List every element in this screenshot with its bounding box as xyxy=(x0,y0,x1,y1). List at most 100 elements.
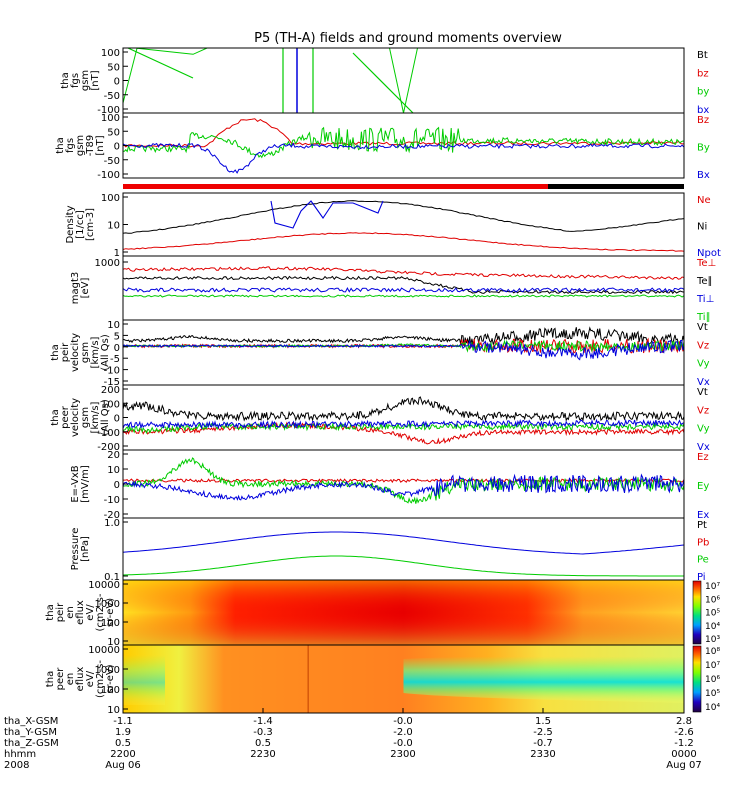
figure-title: P5 (TH-A) fields and ground moments over… xyxy=(254,31,562,46)
series-vx xyxy=(122,339,685,361)
x-tick-label: -2.5 xyxy=(533,727,553,738)
y-axis-label-line: en xyxy=(65,606,76,619)
x-tick-label: -0.0 xyxy=(393,716,413,727)
y-tick-label: -10 xyxy=(104,366,120,377)
series-ni xyxy=(122,200,685,234)
y-tick-label: 10 xyxy=(107,465,120,476)
x-tick-label: -1.2 xyxy=(674,738,694,749)
x-tick-label: -0.3 xyxy=(253,727,273,738)
y-axis-label-line: tha xyxy=(60,72,71,88)
series-ey xyxy=(122,457,685,504)
y-axis-label: thapeervelocitygsm[km/s](All Qs) xyxy=(50,398,111,437)
y-axis-label-line: eflux xyxy=(75,667,86,692)
legend-Vz: Vz xyxy=(697,340,709,351)
peir-spectrogram-shade xyxy=(123,580,684,645)
series-npot xyxy=(270,200,384,229)
y-axis-label-line: [nPa] xyxy=(80,536,91,562)
y-tick-label: 100 xyxy=(101,399,120,410)
y-axis-label: Density[1/cc][cm-3] xyxy=(65,205,96,243)
y-tick-label: -5 xyxy=(110,354,120,365)
y-tick-label: 1000 xyxy=(95,665,120,676)
series-by xyxy=(123,126,685,159)
x-row-label: hhmm xyxy=(4,749,36,760)
legend-Vy: Vy xyxy=(697,424,710,435)
y-axis-label: thafgsgsm[nT] xyxy=(60,70,101,91)
x-tick-label: 0.5 xyxy=(115,738,131,749)
mode-bar-red xyxy=(123,184,684,189)
panel-frame xyxy=(122,192,685,257)
y-tick-label: -50 xyxy=(104,91,120,102)
x-tick-label: 0.5 xyxy=(255,738,271,749)
x-tick-label: Aug 07 xyxy=(666,760,701,771)
panel-frame xyxy=(122,517,685,581)
y-tick-label: 5 xyxy=(114,331,120,342)
series-vx xyxy=(122,418,685,430)
x-axis-labels: tha_X-GSMtha_Y-GSMtha_Z-GSMhhmm2008-1.11… xyxy=(4,708,702,771)
legend-bz: bz xyxy=(697,68,709,79)
y-tick-label: 1 xyxy=(114,248,120,259)
x-tick-label: -2.6 xyxy=(674,727,694,738)
colorbar-tick-label: 10⁷ xyxy=(705,582,720,592)
y-tick-label: 1.0 xyxy=(104,518,120,529)
y-axis-label-line: peer xyxy=(60,405,71,429)
y-tick-label: 0 xyxy=(114,77,120,88)
x-tick-label: -1.1 xyxy=(113,716,133,727)
y-axis-label-line: gsm xyxy=(80,342,91,363)
legend-Ti∥: Ti∥ xyxy=(696,312,711,323)
y-axis-label-line: eV/ xyxy=(85,604,96,621)
y-axis-label-line: [cm-3] xyxy=(85,208,96,241)
legend-Pt: Pt xyxy=(697,520,707,531)
y-axis-label-line: sr-eV) xyxy=(105,664,116,693)
peer-band-left xyxy=(123,655,165,705)
legend-Pi: Pi xyxy=(697,572,706,583)
legend-Ne: Ne xyxy=(697,195,711,206)
panel-frame xyxy=(122,384,685,451)
y-tick-label: -100 xyxy=(97,428,120,439)
y-tick-label: 10 xyxy=(107,221,120,232)
y-axis-label-line: peir xyxy=(55,602,66,622)
y-axis-label-line: fgs xyxy=(70,73,81,88)
series-vt xyxy=(122,326,685,347)
y-axis-label-line: tha xyxy=(50,344,61,360)
panel-efield: 20 10 0 -10 -20 E=-VxB[mV/m] Ez Ey Ex xyxy=(70,449,709,521)
y-axis-label: thafgsgsm-T89[nT] xyxy=(55,135,106,157)
x-row-label: tha_Z-GSM xyxy=(4,738,59,749)
y-axis-label-line: tha xyxy=(45,604,56,620)
legend-Vt: Vt xyxy=(697,322,708,333)
legend-Te⊥: Te⊥ xyxy=(696,258,716,269)
y-axis-label-line: en xyxy=(65,673,76,686)
y-tick-label: 100 xyxy=(101,685,120,696)
x-tick-label: 1.5 xyxy=(535,716,551,727)
y-axis-label-line: E=-VxB xyxy=(70,465,81,502)
legend-Vx: Vx xyxy=(697,442,710,453)
x-row-label: tha_X-GSM xyxy=(4,716,58,727)
panel-temperature: 1000 magt3[eV] Te⊥ Te∥ Ti⊥ Ti∥ xyxy=(70,255,716,323)
y-axis-label-line: tha xyxy=(55,137,66,153)
x-tick-label: -1.4 xyxy=(253,716,273,727)
y-axis-label-line: magt3 xyxy=(70,272,81,305)
y-tick-label: 10 xyxy=(107,320,120,331)
y-tick-label: 10000 xyxy=(88,580,120,591)
legend-Vt: Vt xyxy=(697,387,708,398)
colorbar-tick-label: 10⁵ xyxy=(705,689,720,699)
y-axis-label-line: fgs xyxy=(65,138,76,153)
x-tick-label: 2230 xyxy=(250,749,275,760)
series-vy xyxy=(122,421,685,435)
x-tick-label: Aug 06 xyxy=(105,760,140,771)
y-tick-label: 0 xyxy=(114,343,120,354)
y-tick-label: -100 xyxy=(97,105,120,116)
panel-fgs_t89: 100 50 0 -50 -100 thafgsgsm-T89[nT] Bz By Bx xyxy=(55,112,710,181)
y-axis-label: Pressure[nPa] xyxy=(70,528,91,571)
legend-Vz: Vz xyxy=(697,405,709,416)
y-axis-label: thapeirvelocitygsm[km/s](All Qs) xyxy=(50,333,111,372)
y-axis-label-line: (All Qs) xyxy=(100,399,111,436)
legend-Vy: Vy xyxy=(697,359,710,370)
x-tick-label: 2.8 xyxy=(676,716,692,727)
series-vt xyxy=(122,396,685,422)
y-tick-label: 200 xyxy=(101,385,120,396)
y-axis-label-line: [km/s] xyxy=(90,336,101,368)
y-axis-label-line: [nT] xyxy=(95,135,106,155)
legend-Ex: Ex xyxy=(697,510,709,521)
y-axis-label-line: Density xyxy=(65,205,76,243)
